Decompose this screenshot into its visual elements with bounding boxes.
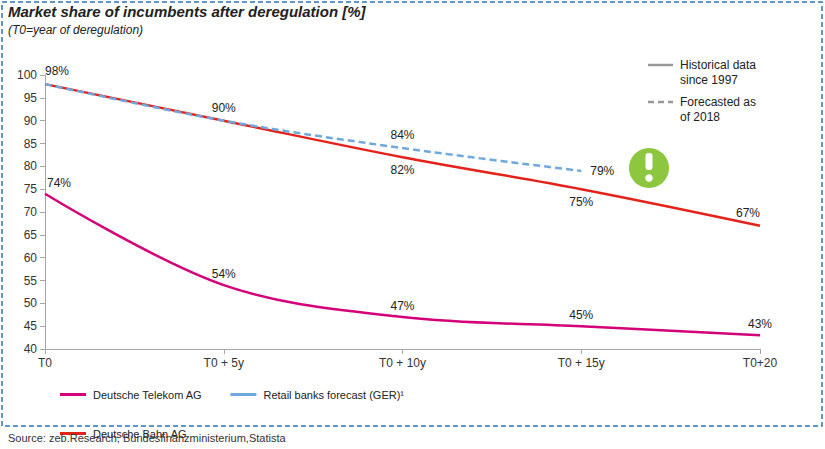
- svg-text:T0: T0: [38, 356, 52, 370]
- svg-text:40: 40: [24, 342, 38, 356]
- svg-text:Forecasted as: Forecasted as: [680, 95, 756, 109]
- svg-text:Historical data: Historical data: [680, 58, 756, 72]
- svg-text:82%: 82%: [390, 163, 414, 177]
- svg-text:95: 95: [24, 91, 38, 105]
- svg-text:45%: 45%: [569, 308, 593, 322]
- svg-text:since 1997: since 1997: [680, 73, 738, 87]
- svg-text:100: 100: [17, 68, 37, 82]
- svg-text:55: 55: [24, 274, 38, 288]
- svg-text:T0 + 5y: T0 + 5y: [204, 356, 244, 370]
- svg-text:of 2018: of 2018: [680, 110, 720, 124]
- svg-text:Retail banks forecast (GER)¹: Retail banks forecast (GER)¹: [263, 389, 404, 401]
- svg-text:Market share of incumbents aft: Market share of incumbents after deregul…: [8, 3, 367, 20]
- svg-text:60: 60: [24, 251, 38, 265]
- svg-text:Deutsche Telekom AG: Deutsche Telekom AG: [93, 389, 202, 401]
- svg-text:65: 65: [24, 228, 38, 242]
- svg-text:75%: 75%: [569, 195, 593, 209]
- svg-text:T0 + 15y: T0 + 15y: [558, 356, 605, 370]
- svg-text:50: 50: [24, 296, 38, 310]
- svg-text:45: 45: [24, 319, 38, 333]
- svg-text:Source: zeb.Research, Bundesfi: Source: zeb.Research, Bundesfinanzminist…: [8, 432, 286, 444]
- svg-text:70: 70: [24, 205, 38, 219]
- svg-text:80: 80: [24, 159, 38, 173]
- svg-text:84%: 84%: [390, 128, 414, 142]
- svg-text:T0+20: T0+20: [743, 356, 778, 370]
- svg-text:74%: 74%: [47, 176, 71, 190]
- svg-text:43%: 43%: [748, 317, 772, 331]
- svg-text:67%: 67%: [736, 206, 760, 220]
- svg-text:79%: 79%: [590, 164, 614, 178]
- svg-text:54%: 54%: [212, 267, 236, 281]
- svg-text:98%: 98%: [45, 64, 69, 78]
- svg-text:47%: 47%: [390, 299, 414, 313]
- svg-text:T0 + 10y: T0 + 10y: [379, 356, 426, 370]
- svg-text:75: 75: [24, 182, 38, 196]
- svg-text:90%: 90%: [212, 101, 236, 115]
- svg-text:90: 90: [24, 114, 38, 128]
- svg-text:85: 85: [24, 137, 38, 151]
- svg-text:(T0=year of deregulation): (T0=year of deregulation): [8, 23, 143, 37]
